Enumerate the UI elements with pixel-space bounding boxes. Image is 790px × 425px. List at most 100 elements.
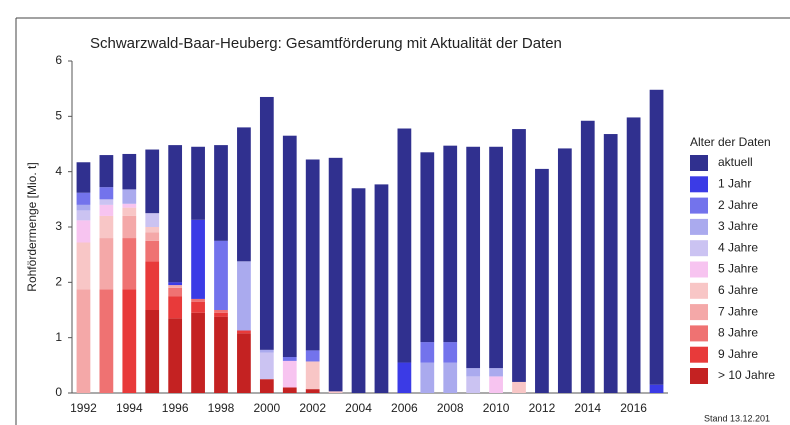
bar-segment: [305, 350, 320, 362]
bar-segment: [305, 389, 320, 393]
bar-segment: [76, 192, 91, 205]
bar-segment: [489, 376, 503, 393]
bar-segment: [99, 204, 114, 216]
x-tick-label: 2010: [483, 401, 510, 415]
bar-segment: [351, 188, 366, 393]
bar-segment: [122, 203, 137, 208]
bar-segment: [76, 220, 91, 243]
bar-segment: [259, 349, 274, 353]
legend-swatch: [690, 176, 708, 193]
legend-swatch: [690, 197, 708, 214]
bar-segment: [76, 162, 91, 193]
bar-segment: [122, 215, 137, 239]
bar-segment: [466, 376, 481, 393]
bar-segment: [122, 238, 137, 290]
bar-segment: [397, 128, 412, 363]
bar-segment: [191, 146, 205, 220]
bar-segment: [649, 384, 664, 393]
bar-segment: [443, 342, 458, 363]
bar-segment: [214, 312, 228, 317]
bar-segment: [512, 381, 526, 393]
legend-label: aktuell: [718, 155, 753, 169]
bar-segment: [145, 232, 160, 241]
legend-label: 5 Jahre: [718, 262, 758, 276]
bar-segment: [168, 285, 183, 288]
bar-segment: [214, 145, 228, 241]
bar-segment: [145, 310, 160, 393]
bar-segment: [76, 289, 91, 393]
bar-segment: [259, 96, 274, 350]
bar-segment: [191, 312, 205, 393]
bar-segment: [145, 213, 160, 227]
bar-segment: [282, 387, 297, 393]
bar-segment: [420, 152, 435, 343]
bar-segment: [443, 145, 458, 343]
bar-segment: [535, 168, 549, 393]
y-tick-label: 5: [55, 109, 62, 123]
bar-segment: [649, 89, 664, 385]
bar-segment: [168, 318, 183, 393]
legend-swatch: [690, 368, 708, 384]
x-tick-label: 2002: [299, 401, 326, 415]
bar-segment: [489, 368, 503, 377]
y-tick-label: 2: [55, 275, 62, 289]
bar-segment: [237, 261, 251, 331]
x-tick-label: 1998: [208, 401, 235, 415]
legend-swatch: [690, 325, 708, 342]
legend-label: > 10 Jahre: [718, 368, 775, 382]
y-tick-label: 4: [55, 164, 62, 178]
legend-label: 2 Jahre: [718, 198, 758, 212]
x-tick-label: 2012: [529, 401, 556, 415]
bar-segment: [99, 289, 114, 393]
chart-title: Schwarzwald-Baar-Heuberg: Gesamtförderun…: [90, 35, 562, 52]
bar-segment: [580, 120, 595, 393]
bar-segment: [305, 361, 320, 390]
legend-label: 1 Jahr: [718, 176, 751, 190]
x-tick-label: 2016: [620, 401, 647, 415]
bar-segment: [76, 210, 91, 221]
bar-segment: [122, 289, 137, 393]
bar-segment: [214, 240, 228, 310]
bar-segment: [145, 227, 160, 233]
bar-segment: [466, 368, 481, 377]
bar-segment: [76, 242, 91, 290]
bar-segment: [397, 362, 412, 393]
bar-segment: [99, 187, 114, 200]
bar-segment: [191, 301, 205, 313]
bar-segment: [328, 157, 343, 392]
x-tick-label: 2004: [345, 401, 372, 415]
bar-segment: [420, 342, 435, 363]
x-tick-label: 1994: [116, 401, 143, 415]
legend-label: 9 Jahre: [718, 347, 758, 361]
y-tick-label: 3: [55, 219, 62, 233]
bar-segment: [237, 127, 251, 262]
bar-segment: [466, 146, 481, 369]
legend-swatch: [690, 282, 708, 299]
legend-label: 3 Jahre: [718, 219, 758, 233]
x-tick-label: 1996: [162, 401, 189, 415]
legend-swatch: [690, 155, 708, 171]
x-tick-label: 2008: [437, 401, 464, 415]
bar-segment: [214, 310, 228, 313]
legend-label: 4 Jahre: [718, 240, 758, 254]
bar-segment: [145, 261, 160, 310]
bar-segment: [237, 330, 251, 334]
bar-segment: [557, 148, 572, 393]
bar-segment: [76, 204, 91, 211]
y-axis-label: Rohfördermenge [Mio. t]: [25, 162, 39, 291]
legend-swatch: [690, 346, 708, 363]
bar-segment: [168, 145, 183, 283]
bar-segment: [168, 282, 183, 286]
bar-segment: [99, 155, 114, 188]
bar-segment: [282, 360, 297, 388]
legend-label: 8 Jahre: [718, 326, 758, 340]
bar-segment: [168, 287, 183, 297]
legend-label: 7 Jahre: [718, 304, 758, 318]
bar-segment: [145, 149, 160, 214]
bar-segment: [237, 333, 251, 393]
bar-segment: [603, 134, 618, 394]
bar-segment: [626, 117, 641, 393]
bar-segment: [122, 189, 137, 204]
legend-label: 6 Jahre: [718, 283, 758, 297]
